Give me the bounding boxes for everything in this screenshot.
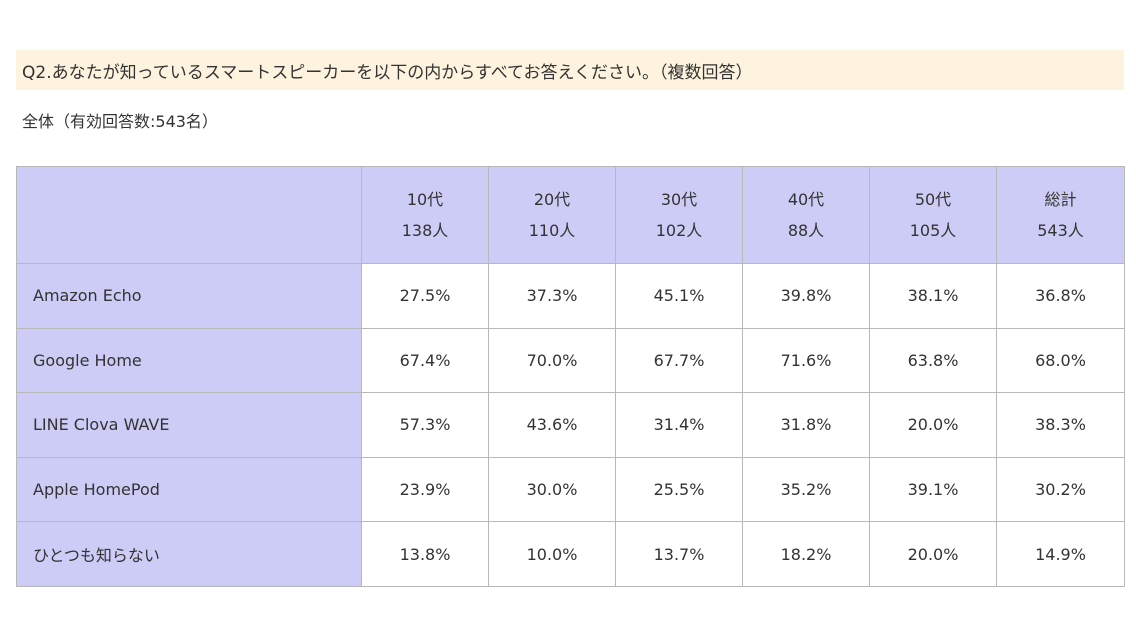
table-cell: 63.8% — [869, 327, 997, 394]
table-cell: 71.6% — [742, 327, 870, 394]
row-label: ひとつも知らない — [16, 521, 362, 587]
table-row: Google Home 67.4% 70.0% 67.7% 71.6% 63.8… — [16, 327, 1125, 394]
table-cell: 35.2% — [742, 456, 870, 523]
column-count: 105人 — [909, 221, 957, 240]
column-count: 88人 — [787, 221, 825, 240]
table-row: Amazon Echo 27.5% 37.3% 45.1% 39.8% 38.1… — [16, 263, 1125, 329]
column-label: 20代 — [533, 190, 571, 209]
table-cell: 25.5% — [615, 456, 743, 523]
column-count: 110人 — [528, 221, 576, 240]
table-cell: 13.8% — [361, 521, 489, 587]
column-header-20s: 20代 110人 — [488, 166, 616, 264]
table-cell: 45.1% — [615, 263, 743, 329]
table-cell: 57.3% — [361, 392, 489, 458]
results-table: 10代 138人 20代 110人 30代 102人 40代 88人 50代 1… — [16, 166, 1125, 587]
table-row: ひとつも知らない 13.8% 10.0% 13.7% 18.2% 20.0% 1… — [16, 521, 1125, 587]
table-cell: 30.0% — [488, 456, 616, 523]
corner-cell — [16, 166, 362, 264]
table-cell: 36.8% — [996, 263, 1125, 329]
table-cell: 20.0% — [869, 392, 997, 458]
row-label: Google Home — [16, 327, 362, 394]
table-cell: 39.8% — [742, 263, 870, 329]
table-cell: 38.1% — [869, 263, 997, 329]
table-cell: 31.4% — [615, 392, 743, 458]
column-count: 102人 — [655, 221, 703, 240]
table-cell: 68.0% — [996, 327, 1125, 394]
column-label: 40代 — [787, 190, 825, 209]
question-bar: Q2.あなたが知っているスマートスピーカーを以下の内からすべてお答えください。（… — [16, 50, 1124, 90]
table-cell: 30.2% — [996, 456, 1125, 523]
column-label: 総計 — [1044, 190, 1077, 209]
row-label: Amazon Echo — [16, 263, 362, 329]
column-header-40s: 40代 88人 — [742, 166, 870, 264]
table-cell: 38.3% — [996, 392, 1125, 458]
column-header-30s: 30代 102人 — [615, 166, 743, 264]
column-label: 10代 — [406, 190, 444, 209]
column-label: 30代 — [660, 190, 698, 209]
table-cell: 43.6% — [488, 392, 616, 458]
table-row: LINE Clova WAVE 57.3% 43.6% 31.4% 31.8% … — [16, 392, 1125, 458]
table-cell: 39.1% — [869, 456, 997, 523]
table-cell: 27.5% — [361, 263, 489, 329]
table-cell: 20.0% — [869, 521, 997, 587]
row-label: LINE Clova WAVE — [16, 392, 362, 458]
table-cell: 10.0% — [488, 521, 616, 587]
table-cell: 23.9% — [361, 456, 489, 523]
column-header-50s: 50代 105人 — [869, 166, 997, 264]
table-cell: 14.9% — [996, 521, 1125, 587]
table-cell: 13.7% — [615, 521, 743, 587]
column-count: 543人 — [1037, 221, 1084, 240]
table-cell: 37.3% — [488, 263, 616, 329]
table-row: Apple HomePod 23.9% 30.0% 25.5% 35.2% 39… — [16, 456, 1125, 523]
table-cell: 70.0% — [488, 327, 616, 394]
header-row: 10代 138人 20代 110人 30代 102人 40代 88人 50代 1… — [16, 166, 1125, 264]
table-cell: 67.7% — [615, 327, 743, 394]
column-header-total: 総計 543人 — [996, 166, 1125, 264]
table-cell: 67.4% — [361, 327, 489, 394]
table-cell: 31.8% — [742, 392, 870, 458]
question-text: Q2.あなたが知っているスマートスピーカーを以下の内からすべてお答えください。（… — [22, 62, 753, 83]
table-cell: 18.2% — [742, 521, 870, 587]
respondent-summary: 全体（有効回答数:543名） — [22, 112, 218, 131]
column-count: 138人 — [401, 221, 449, 240]
column-label: 50代 — [914, 190, 952, 209]
column-header-10s: 10代 138人 — [361, 166, 489, 264]
row-label: Apple HomePod — [16, 456, 362, 523]
